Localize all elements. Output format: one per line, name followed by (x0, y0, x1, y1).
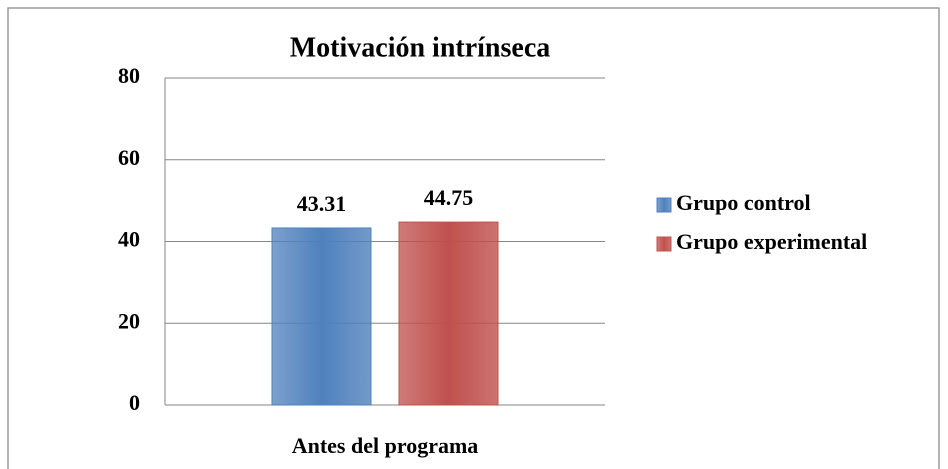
bar (271, 227, 372, 406)
y-tick-label: 80 (118, 63, 140, 88)
data-label: 44.75 (424, 185, 474, 210)
legend-swatch (656, 197, 672, 213)
data-label: 43.31 (297, 191, 347, 216)
bar (398, 221, 499, 406)
x-tick-label: Antes del programa (292, 433, 479, 458)
y-tick-label: 0 (129, 390, 140, 415)
y-tick-label: 60 (118, 145, 140, 170)
legend-label: Grupo control (676, 190, 811, 215)
y-tick-label: 20 (118, 308, 140, 333)
y-tick-label: 40 (118, 227, 140, 252)
legend-label: Grupo experimental (676, 229, 867, 254)
chart-title: Motivación intrínseca (290, 32, 551, 63)
legend-swatch (656, 236, 672, 252)
